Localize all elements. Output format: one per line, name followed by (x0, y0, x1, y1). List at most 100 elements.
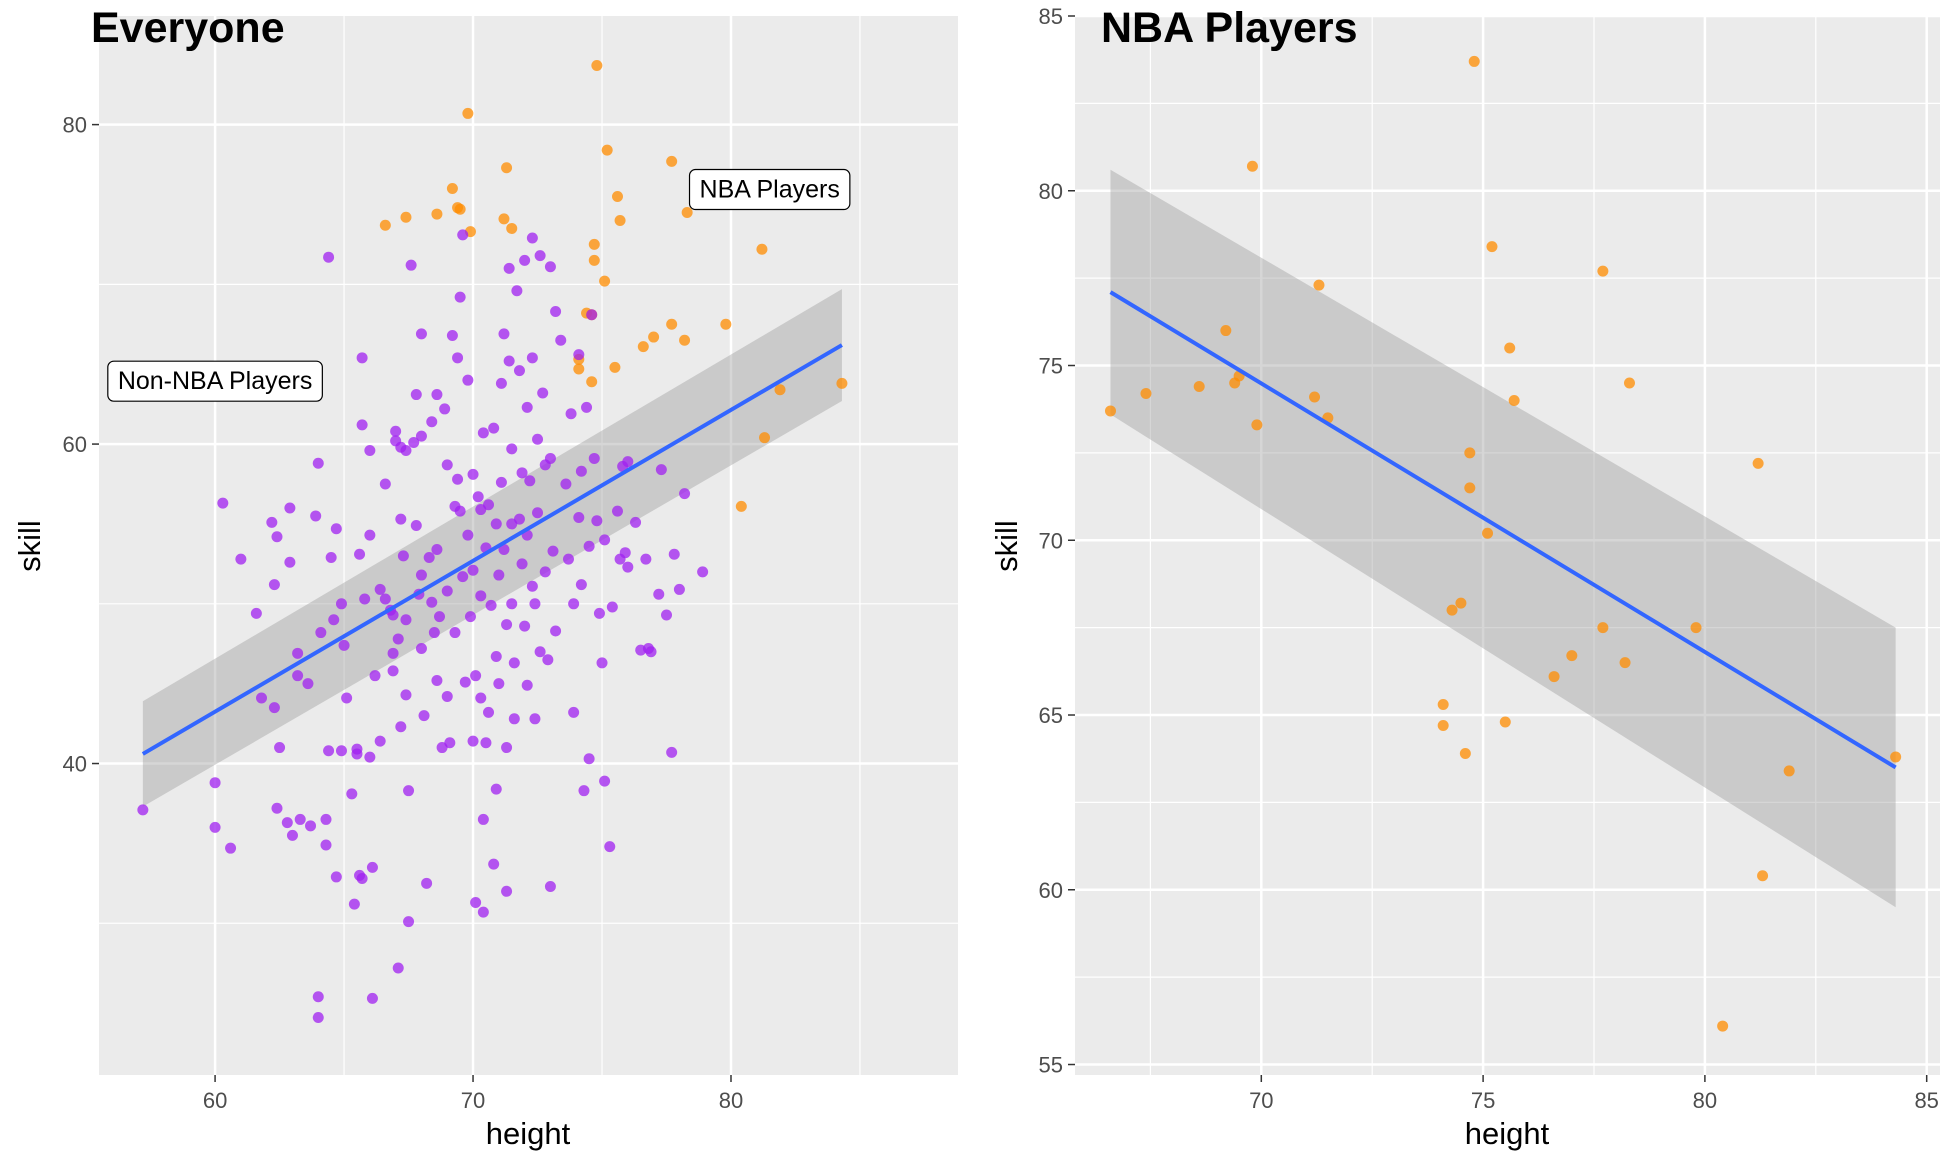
non-nba-player-point (268, 702, 280, 714)
nba-player-point (1486, 241, 1498, 253)
non-nba-player-point (281, 817, 293, 829)
nba-player-point (1251, 419, 1263, 431)
nba-player-point (573, 363, 585, 375)
right-chart: 70 75 80 85 55 60 65 70 75 80 85 NBA Players heigh… (989, 4, 1940, 1151)
non-nba-player-point (284, 556, 296, 568)
non-nba-player-point (366, 992, 378, 1004)
non-nba-player-point (325, 551, 337, 563)
non-nba-player-point (250, 607, 262, 619)
non-nba-player-point (266, 516, 278, 528)
nba-player-point (836, 377, 848, 389)
non-nba-player-point (573, 512, 585, 524)
non-nba-player-point (354, 548, 366, 560)
non-nba-player-point (364, 529, 376, 541)
left-y-tick-label: 40 (63, 752, 87, 777)
non-nba-player-point (573, 349, 585, 361)
non-nba-player-point (622, 561, 634, 573)
non-nba-player-point (434, 611, 446, 623)
non-nba-player-point (532, 507, 544, 519)
left-annotations: NBA Players Non-NBA Players (107, 168, 851, 402)
non-nba-player-point (526, 232, 538, 244)
non-nba-player-point (341, 692, 353, 704)
non-nba-player-point (562, 553, 574, 565)
nba-player-point (446, 183, 458, 195)
non-nba-player-point (312, 1011, 324, 1023)
non-nba-player-point (516, 467, 528, 479)
non-nba-player-point (330, 523, 342, 535)
non-nba-player-point (630, 516, 642, 528)
nba-player-point (735, 500, 747, 512)
non-nba-player-point (488, 858, 500, 870)
left-chart-title: Everyone (91, 4, 285, 52)
right-y-axis-label: skill (989, 520, 1024, 572)
non-nba-player-point (315, 627, 327, 639)
nba-player-point (400, 211, 412, 223)
non-nba-player-point (137, 804, 149, 816)
nba-player-point (379, 219, 391, 231)
non-nba-player-point (444, 737, 456, 749)
non-nba-player-point (483, 499, 495, 511)
left-y-tick-label: 60 (63, 432, 87, 457)
non-nba-player-point (529, 598, 541, 610)
nba-player-point (1757, 870, 1769, 882)
non-nba-player-point (568, 706, 580, 718)
left-y-axis-label: skill (12, 520, 47, 572)
non-nba-player-point (426, 596, 438, 608)
non-nba-player-point (379, 478, 391, 490)
nba-player-point (1783, 765, 1795, 777)
non-nba-player-point (526, 580, 538, 592)
nba-player-point (1752, 457, 1764, 469)
non-nba-player-point (457, 229, 469, 241)
non-nba-player-point (462, 374, 474, 386)
non-nba-player-point (503, 262, 515, 274)
non-nba-player-point (513, 365, 525, 377)
non-nba-player-point (415, 430, 427, 442)
non-nba-player-point (292, 670, 304, 682)
nba-player-point (1437, 719, 1449, 731)
nba-player-point (588, 254, 600, 266)
right-y-tick-label: 70 (1039, 528, 1063, 553)
left-y-tick-label: 80 (63, 113, 87, 138)
non-nba-player-point (477, 813, 489, 825)
non-nba-player-point (645, 646, 657, 658)
non-nba-player-point (356, 419, 368, 431)
nba-player-point (679, 334, 691, 346)
nba-player-point (1890, 751, 1902, 763)
non-nba-player-point (403, 785, 415, 797)
nba-player-point (1140, 387, 1152, 399)
nba-player-point (462, 107, 474, 119)
non-nba-player-point (586, 309, 598, 321)
nba-player-point (1437, 699, 1449, 711)
non-nba-player-point (286, 829, 298, 841)
non-nba-player-point (423, 551, 435, 563)
annotation-text: Non-NBA Players (118, 367, 313, 395)
non-nba-player-point (426, 416, 438, 428)
non-nba-player-point (305, 820, 317, 832)
non-nba-player-point (467, 468, 479, 480)
nba-player-point (609, 361, 621, 373)
annotation-label: Non-NBA Players (107, 360, 323, 402)
non-nba-player-point (599, 534, 611, 546)
left-axis-ticks: 60 70 80 40 60 80 (63, 113, 744, 1113)
non-nba-player-point (392, 962, 404, 974)
non-nba-player-point (470, 670, 482, 682)
non-nba-player-point (387, 609, 399, 621)
nba-player-point (506, 222, 518, 234)
left-points (137, 60, 848, 1023)
non-nba-player-point (323, 745, 335, 757)
non-nba-player-point (550, 625, 562, 637)
non-nba-player-point (335, 745, 347, 757)
non-nba-player-point (513, 513, 525, 525)
non-nba-player-point (604, 841, 616, 853)
nba-player-point (599, 275, 611, 287)
nba-player-point (1229, 377, 1241, 389)
non-nba-player-point (493, 569, 505, 581)
non-nba-player-point (462, 529, 474, 541)
nba-player-point (1566, 650, 1578, 662)
non-nba-player-point (501, 742, 513, 754)
non-nba-player-point (405, 259, 417, 271)
non-nba-player-point (320, 813, 332, 825)
nba-player-point (681, 206, 693, 218)
non-nba-player-point (498, 328, 510, 340)
nba-player-point (666, 318, 678, 330)
